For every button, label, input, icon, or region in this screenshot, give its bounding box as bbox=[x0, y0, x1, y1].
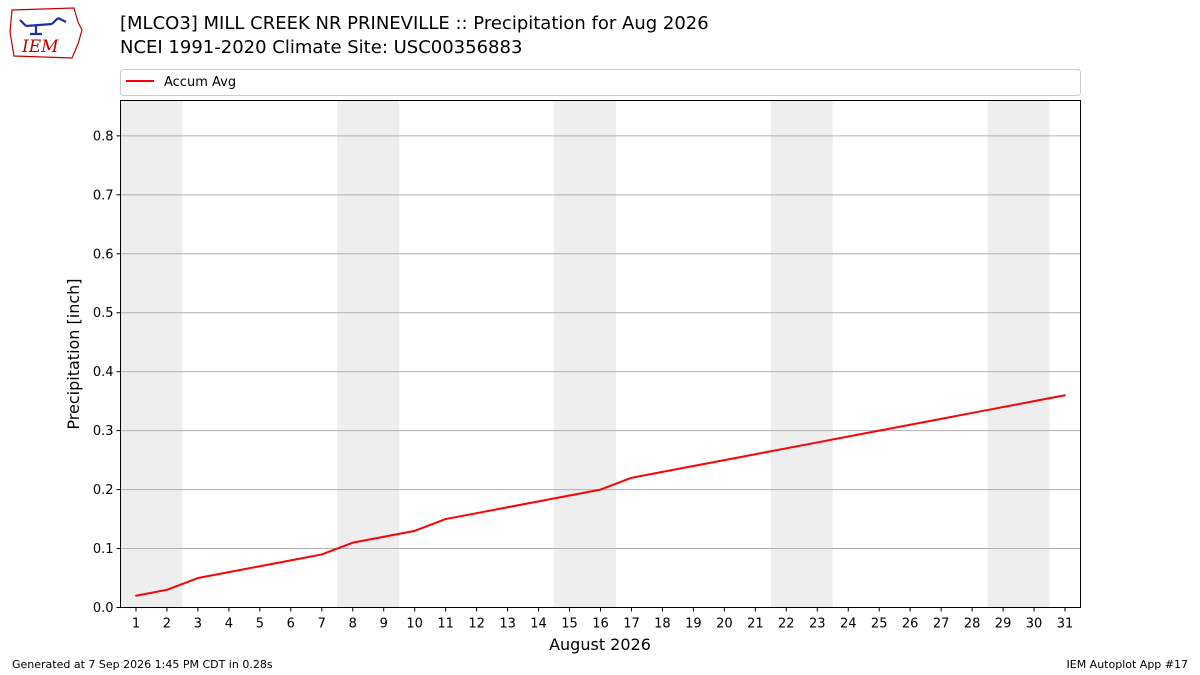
x-axis-label: August 2026 bbox=[549, 635, 651, 654]
weekend-shade bbox=[554, 100, 616, 608]
data-point bbox=[506, 506, 509, 509]
data-point bbox=[166, 588, 168, 591]
y-tick-label: 0.3 bbox=[93, 424, 114, 439]
data-point bbox=[692, 465, 695, 467]
legend-label: Accum Avg bbox=[164, 75, 236, 90]
weekend-shade bbox=[337, 100, 400, 608]
x-tick-label: 19 bbox=[685, 617, 702, 632]
data-point bbox=[754, 453, 757, 456]
x-tick-label: 25 bbox=[871, 617, 888, 632]
y-tick-label: 0.2 bbox=[93, 483, 114, 498]
data-point bbox=[816, 441, 819, 444]
x-tick-label: 22 bbox=[778, 617, 795, 632]
data-point bbox=[785, 447, 788, 450]
x-tick-label: 3 bbox=[194, 617, 202, 632]
data-point bbox=[971, 412, 974, 414]
iem-logo: IEM bbox=[9, 7, 83, 59]
x-tick-label: 1 bbox=[132, 617, 140, 632]
x-tick-label: 18 bbox=[654, 617, 671, 632]
data-point bbox=[630, 476, 633, 479]
data-point bbox=[258, 565, 261, 568]
weekend-shading bbox=[120, 100, 1050, 608]
x-tick-label: 30 bbox=[1026, 617, 1043, 632]
data-point bbox=[878, 429, 881, 432]
data-point bbox=[475, 512, 478, 515]
x-tick-label: 11 bbox=[437, 617, 454, 632]
x-tick-label: 5 bbox=[256, 617, 264, 632]
data-point bbox=[723, 459, 726, 462]
data-point bbox=[289, 559, 292, 562]
y-tick-label: 0.8 bbox=[93, 129, 114, 144]
data-point bbox=[320, 553, 323, 556]
generated-note: Generated at 7 Sep 2026 1:45 PM CDT in 0… bbox=[12, 658, 273, 671]
y-tick-label: 0.5 bbox=[93, 306, 114, 321]
legend: Accum Avg bbox=[120, 69, 1081, 96]
x-tick-label: 14 bbox=[530, 617, 547, 632]
data-point bbox=[940, 417, 943, 420]
data-point bbox=[909, 423, 912, 426]
logo-text: IEM bbox=[21, 37, 59, 57]
data-point bbox=[599, 488, 602, 491]
y-axis-label: Precipitation [inch] bbox=[64, 278, 83, 429]
x-tick-label: 23 bbox=[809, 617, 826, 632]
x-tick-label: 26 bbox=[902, 617, 919, 632]
x-tick-label: 6 bbox=[287, 617, 295, 632]
x-tick-label: 17 bbox=[623, 617, 640, 632]
data-point bbox=[413, 529, 416, 532]
chart-title: [MLCO3] MILL CREEK NR PRINEVILLE :: Prec… bbox=[120, 13, 709, 34]
y-tick-label: 0.0 bbox=[93, 601, 114, 616]
series-group bbox=[135, 394, 1066, 597]
x-tick-label: 10 bbox=[406, 617, 423, 632]
x-tick-label: 13 bbox=[499, 617, 516, 632]
x-tick-label: 20 bbox=[716, 617, 733, 632]
x-tick-label: 2 bbox=[163, 617, 171, 632]
legend-box bbox=[120, 69, 1081, 96]
y-tick-label: 0.1 bbox=[93, 542, 114, 557]
data-point bbox=[135, 594, 137, 597]
chart-subtitle: NCEI 1991-2020 Climate Site: USC00356883 bbox=[120, 37, 523, 58]
data-point bbox=[537, 500, 540, 503]
x-tick-label: 9 bbox=[380, 617, 388, 632]
x-tick-label: 15 bbox=[561, 617, 578, 632]
data-point bbox=[661, 471, 664, 473]
data-point bbox=[382, 535, 385, 538]
data-point bbox=[1033, 400, 1035, 403]
data-point bbox=[568, 494, 571, 497]
x-tick-label: 28 bbox=[964, 617, 981, 632]
data-point bbox=[1002, 406, 1004, 408]
x-tick-label: 12 bbox=[468, 617, 485, 632]
x-tick-label: 16 bbox=[592, 617, 609, 632]
data-point bbox=[444, 518, 447, 520]
x-tick-label: 21 bbox=[747, 617, 764, 632]
x-tick-label: 24 bbox=[840, 617, 857, 632]
y-tick-label: 0.4 bbox=[93, 365, 114, 380]
x-tick-label: 4 bbox=[225, 617, 233, 632]
weekend-shade bbox=[987, 100, 1050, 608]
y-tick-label: 0.6 bbox=[93, 247, 114, 262]
data-point bbox=[351, 541, 354, 544]
weekend-shade bbox=[770, 100, 833, 608]
x-tick-label: 31 bbox=[1057, 617, 1074, 632]
y-tick-label: 0.7 bbox=[93, 188, 114, 203]
data-point bbox=[1064, 394, 1066, 397]
app-note: IEM Autoplot App #17 bbox=[1066, 658, 1189, 671]
data-point bbox=[197, 577, 199, 579]
x-tick-label: 29 bbox=[995, 617, 1012, 632]
y-axis: 0.0 0.1 0.2 0.3 0.4 0.5 0.6 0.7 0.8 bbox=[93, 129, 121, 616]
x-tick-label: 7 bbox=[318, 617, 326, 632]
data-point bbox=[847, 435, 850, 438]
weekend-shade bbox=[120, 100, 183, 608]
x-tick-label: 8 bbox=[349, 617, 357, 632]
x-tick-label: 27 bbox=[933, 617, 950, 632]
data-point bbox=[227, 571, 230, 574]
x-axis: 1 2 3 4 5 6 7 8 9 10 11 12 13 14 15 16 17 18 19 20 21 22 23 24 2… bbox=[132, 607, 1074, 632]
